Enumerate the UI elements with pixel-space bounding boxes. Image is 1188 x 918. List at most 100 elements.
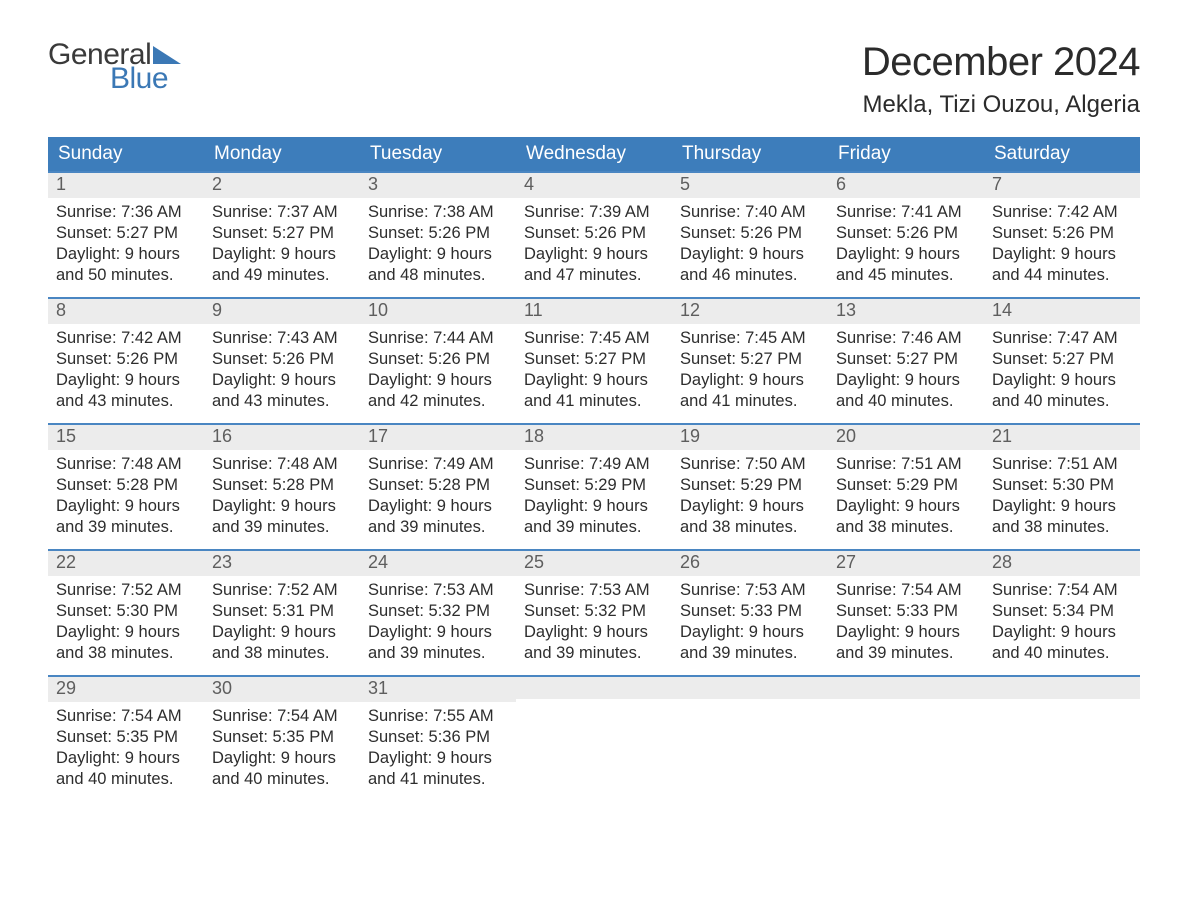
sunrise-line: Sunrise: 7:48 AM bbox=[212, 454, 352, 475]
day-cell: 23Sunrise: 7:52 AMSunset: 5:31 PMDayligh… bbox=[204, 550, 360, 676]
day-number-empty bbox=[516, 677, 672, 699]
day-number: 23 bbox=[204, 551, 360, 576]
day-body: Sunrise: 7:55 AMSunset: 5:36 PMDaylight:… bbox=[360, 702, 516, 796]
sunrise-line: Sunrise: 7:51 AM bbox=[836, 454, 976, 475]
sunrise-line: Sunrise: 7:48 AM bbox=[56, 454, 196, 475]
day-body: Sunrise: 7:36 AMSunset: 5:27 PMDaylight:… bbox=[48, 198, 204, 292]
sunrise-line: Sunrise: 7:43 AM bbox=[212, 328, 352, 349]
daylight-line: Daylight: 9 hours and 39 minutes. bbox=[680, 622, 820, 664]
day-header: Friday bbox=[828, 137, 984, 172]
week-row: 8Sunrise: 7:42 AMSunset: 5:26 PMDaylight… bbox=[48, 298, 1140, 424]
day-cell: 19Sunrise: 7:50 AMSunset: 5:29 PMDayligh… bbox=[672, 424, 828, 550]
day-cell: 8Sunrise: 7:42 AMSunset: 5:26 PMDaylight… bbox=[48, 298, 204, 424]
day-cell bbox=[984, 676, 1140, 802]
day-cell: 18Sunrise: 7:49 AMSunset: 5:29 PMDayligh… bbox=[516, 424, 672, 550]
sunset-line: Sunset: 5:32 PM bbox=[524, 601, 664, 622]
day-cell: 6Sunrise: 7:41 AMSunset: 5:26 PMDaylight… bbox=[828, 172, 984, 298]
day-body: Sunrise: 7:40 AMSunset: 5:26 PMDaylight:… bbox=[672, 198, 828, 292]
sunrise-line: Sunrise: 7:52 AM bbox=[212, 580, 352, 601]
daylight-line: Daylight: 9 hours and 43 minutes. bbox=[212, 370, 352, 412]
sunrise-line: Sunrise: 7:40 AM bbox=[680, 202, 820, 223]
title-block: December 2024 Mekla, Tizi Ouzou, Algeria bbox=[862, 40, 1140, 119]
daylight-line: Daylight: 9 hours and 47 minutes. bbox=[524, 244, 664, 286]
sunrise-line: Sunrise: 7:49 AM bbox=[368, 454, 508, 475]
sunset-line: Sunset: 5:26 PM bbox=[836, 223, 976, 244]
day-number: 10 bbox=[360, 299, 516, 324]
day-header: Wednesday bbox=[516, 137, 672, 172]
sunset-line: Sunset: 5:31 PM bbox=[212, 601, 352, 622]
day-number: 7 bbox=[984, 173, 1140, 198]
sunset-line: Sunset: 5:28 PM bbox=[56, 475, 196, 496]
day-cell: 24Sunrise: 7:53 AMSunset: 5:32 PMDayligh… bbox=[360, 550, 516, 676]
day-cell: 3Sunrise: 7:38 AMSunset: 5:26 PMDaylight… bbox=[360, 172, 516, 298]
location: Mekla, Tizi Ouzou, Algeria bbox=[862, 91, 1140, 119]
sunset-line: Sunset: 5:30 PM bbox=[56, 601, 196, 622]
day-body: Sunrise: 7:53 AMSunset: 5:32 PMDaylight:… bbox=[360, 576, 516, 670]
day-cell: 22Sunrise: 7:52 AMSunset: 5:30 PMDayligh… bbox=[48, 550, 204, 676]
sunrise-line: Sunrise: 7:44 AM bbox=[368, 328, 508, 349]
sunset-line: Sunset: 5:28 PM bbox=[212, 475, 352, 496]
day-cell: 2Sunrise: 7:37 AMSunset: 5:27 PMDaylight… bbox=[204, 172, 360, 298]
day-number-empty bbox=[672, 677, 828, 699]
day-body: Sunrise: 7:45 AMSunset: 5:27 PMDaylight:… bbox=[672, 324, 828, 418]
daylight-line: Daylight: 9 hours and 40 minutes. bbox=[212, 748, 352, 790]
daylight-line: Daylight: 9 hours and 41 minutes. bbox=[524, 370, 664, 412]
sunset-line: Sunset: 5:32 PM bbox=[368, 601, 508, 622]
sunset-line: Sunset: 5:26 PM bbox=[368, 223, 508, 244]
sunset-line: Sunset: 5:26 PM bbox=[212, 349, 352, 370]
day-number: 17 bbox=[360, 425, 516, 450]
sunrise-line: Sunrise: 7:51 AM bbox=[992, 454, 1132, 475]
day-number: 15 bbox=[48, 425, 204, 450]
day-number: 25 bbox=[516, 551, 672, 576]
day-header: Monday bbox=[204, 137, 360, 172]
daylight-line: Daylight: 9 hours and 46 minutes. bbox=[680, 244, 820, 286]
day-body: Sunrise: 7:51 AMSunset: 5:29 PMDaylight:… bbox=[828, 450, 984, 544]
day-cell: 28Sunrise: 7:54 AMSunset: 5:34 PMDayligh… bbox=[984, 550, 1140, 676]
week-row: 29Sunrise: 7:54 AMSunset: 5:35 PMDayligh… bbox=[48, 676, 1140, 802]
day-number: 16 bbox=[204, 425, 360, 450]
daylight-line: Daylight: 9 hours and 38 minutes. bbox=[680, 496, 820, 538]
sunset-line: Sunset: 5:27 PM bbox=[992, 349, 1132, 370]
day-number: 5 bbox=[672, 173, 828, 198]
day-cell: 11Sunrise: 7:45 AMSunset: 5:27 PMDayligh… bbox=[516, 298, 672, 424]
sunset-line: Sunset: 5:33 PM bbox=[680, 601, 820, 622]
day-header: Sunday bbox=[48, 137, 204, 172]
sunset-line: Sunset: 5:35 PM bbox=[212, 727, 352, 748]
sunrise-line: Sunrise: 7:55 AM bbox=[368, 706, 508, 727]
daylight-line: Daylight: 9 hours and 39 minutes. bbox=[56, 496, 196, 538]
brand-logo: General Blue bbox=[48, 40, 181, 94]
day-cell: 5Sunrise: 7:40 AMSunset: 5:26 PMDaylight… bbox=[672, 172, 828, 298]
day-body: Sunrise: 7:43 AMSunset: 5:26 PMDaylight:… bbox=[204, 324, 360, 418]
sunrise-line: Sunrise: 7:53 AM bbox=[680, 580, 820, 601]
sunset-line: Sunset: 5:27 PM bbox=[524, 349, 664, 370]
daylight-line: Daylight: 9 hours and 40 minutes. bbox=[992, 370, 1132, 412]
day-number: 31 bbox=[360, 677, 516, 702]
week-row: 1Sunrise: 7:36 AMSunset: 5:27 PMDaylight… bbox=[48, 172, 1140, 298]
daylight-line: Daylight: 9 hours and 49 minutes. bbox=[212, 244, 352, 286]
daylight-line: Daylight: 9 hours and 39 minutes. bbox=[524, 496, 664, 538]
day-body: Sunrise: 7:54 AMSunset: 5:33 PMDaylight:… bbox=[828, 576, 984, 670]
day-number: 22 bbox=[48, 551, 204, 576]
day-cell: 10Sunrise: 7:44 AMSunset: 5:26 PMDayligh… bbox=[360, 298, 516, 424]
day-body: Sunrise: 7:46 AMSunset: 5:27 PMDaylight:… bbox=[828, 324, 984, 418]
sunset-line: Sunset: 5:27 PM bbox=[212, 223, 352, 244]
day-number: 1 bbox=[48, 173, 204, 198]
sunrise-line: Sunrise: 7:45 AM bbox=[524, 328, 664, 349]
sunset-line: Sunset: 5:28 PM bbox=[368, 475, 508, 496]
sunset-line: Sunset: 5:26 PM bbox=[56, 349, 196, 370]
sunset-line: Sunset: 5:29 PM bbox=[524, 475, 664, 496]
day-body: Sunrise: 7:42 AMSunset: 5:26 PMDaylight:… bbox=[984, 198, 1140, 292]
daylight-line: Daylight: 9 hours and 45 minutes. bbox=[836, 244, 976, 286]
day-number: 4 bbox=[516, 173, 672, 198]
daylight-line: Daylight: 9 hours and 38 minutes. bbox=[56, 622, 196, 664]
sunset-line: Sunset: 5:26 PM bbox=[992, 223, 1132, 244]
sunrise-line: Sunrise: 7:53 AM bbox=[524, 580, 664, 601]
day-body: Sunrise: 7:44 AMSunset: 5:26 PMDaylight:… bbox=[360, 324, 516, 418]
day-body: Sunrise: 7:39 AMSunset: 5:26 PMDaylight:… bbox=[516, 198, 672, 292]
day-cell: 21Sunrise: 7:51 AMSunset: 5:30 PMDayligh… bbox=[984, 424, 1140, 550]
sunrise-line: Sunrise: 7:54 AM bbox=[212, 706, 352, 727]
sunrise-line: Sunrise: 7:37 AM bbox=[212, 202, 352, 223]
day-body: Sunrise: 7:53 AMSunset: 5:32 PMDaylight:… bbox=[516, 576, 672, 670]
sunset-line: Sunset: 5:35 PM bbox=[56, 727, 196, 748]
daylight-line: Daylight: 9 hours and 44 minutes. bbox=[992, 244, 1132, 286]
